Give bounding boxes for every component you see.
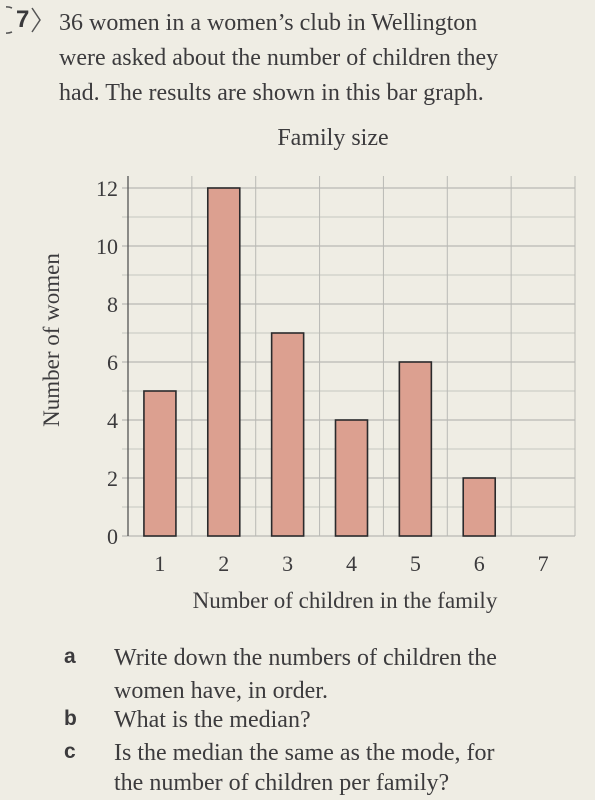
x-tick-label: 7 xyxy=(538,551,549,576)
bar xyxy=(398,361,433,537)
part-a-line: women have, in order. xyxy=(114,678,328,704)
part-a-line: Write down the numbers of children the xyxy=(114,645,497,671)
y-tick-label: 0 xyxy=(107,524,118,549)
part-b-line: What is the median? xyxy=(114,707,311,733)
y-tick-label: 10 xyxy=(96,234,118,259)
intro-line: had. The results are shown in this bar g… xyxy=(59,80,484,106)
x-tick-label: 5 xyxy=(410,551,421,576)
x-tick-label: 2 xyxy=(218,551,229,576)
y-tick-label: 12 xyxy=(96,176,118,201)
question-intro: 36 women in a women’s club in Wellington… xyxy=(59,6,589,111)
part-c-line: the number of children per family? xyxy=(114,770,450,796)
x-tick-label: 1 xyxy=(154,551,165,576)
bar xyxy=(334,419,369,537)
x-tick-label: 6 xyxy=(474,551,485,576)
x-tick-label: 3 xyxy=(282,551,293,576)
y-tick-label: 2 xyxy=(107,466,118,491)
part-c-line: Is the median the same as the mode, for xyxy=(114,740,495,766)
x-tick-label: 4 xyxy=(346,551,357,576)
part-a-letter: a xyxy=(64,645,76,668)
x-axis-label: Number of children in the family xyxy=(193,588,498,613)
y-axis-label: Number of women xyxy=(39,253,64,427)
intro-line: were asked about the number of children … xyxy=(59,45,499,71)
y-tick-label: 8 xyxy=(107,292,118,317)
part-c-letter: c xyxy=(64,740,76,763)
question-number-bracket-icon xyxy=(6,6,41,34)
question-number: 7 xyxy=(16,6,30,33)
y-tick-label: 4 xyxy=(107,408,118,433)
bar xyxy=(143,390,177,537)
bar xyxy=(206,187,241,537)
question-number-badge: 7 xyxy=(6,6,44,34)
chart-title: Family size xyxy=(277,125,388,151)
intro-line: 36 women in a women’s club in Wellington xyxy=(59,10,478,36)
part-b-letter: b xyxy=(64,707,77,730)
y-tick-label: 6 xyxy=(107,350,118,375)
bar xyxy=(270,332,305,537)
bar xyxy=(462,477,497,537)
